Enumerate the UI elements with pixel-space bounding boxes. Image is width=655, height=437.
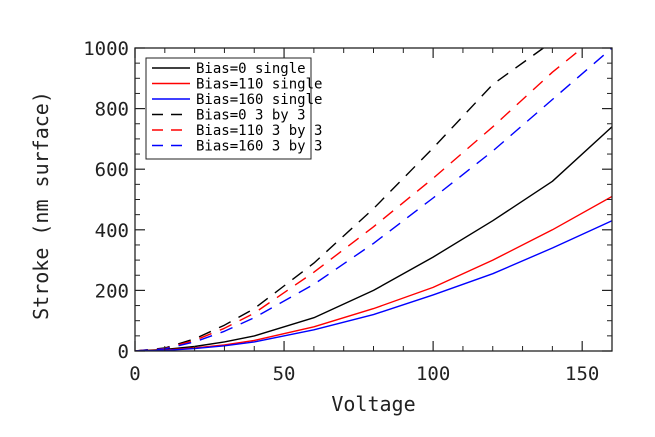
legend-label: Bias=110 3 by 3 <box>196 123 322 139</box>
x-tick-label: 100 <box>416 363 450 385</box>
y-tick-label: 800 <box>95 99 129 121</box>
ticks-group: 0 50 100 150 0 200 400 600 800 1000 <box>83 38 613 385</box>
legend-label: Bias=110 single <box>196 77 322 93</box>
y-tick-label: 400 <box>95 220 129 242</box>
legend-box <box>145 57 312 160</box>
y-tick-label: 600 <box>95 159 129 181</box>
series-line-6 <box>135 47 612 351</box>
y-tick-label: 200 <box>95 280 129 302</box>
legend-label: Bias=160 single <box>196 92 322 108</box>
x-tick-label: 50 <box>273 363 296 385</box>
series-line-5 <box>135 47 583 351</box>
legend-label: Bias=0 single <box>196 61 306 77</box>
series-group <box>135 47 612 351</box>
x-tick-label: 150 <box>565 363 599 385</box>
series-line-4 <box>135 47 544 351</box>
y-tick-label: 1000 <box>83 38 129 60</box>
series-line-3 <box>135 220 612 351</box>
legend-label: Bias=160 3 by 3 <box>196 139 322 155</box>
x-axis-label: Voltage <box>331 392 415 416</box>
y-axis-label: Stroke (nm surface) <box>29 91 53 320</box>
x-tick-label: 0 <box>129 363 140 385</box>
series-line-1 <box>135 126 612 351</box>
y-tick-label: 0 <box>118 341 129 363</box>
legend-label: Bias=0 3 by 3 <box>196 108 306 124</box>
